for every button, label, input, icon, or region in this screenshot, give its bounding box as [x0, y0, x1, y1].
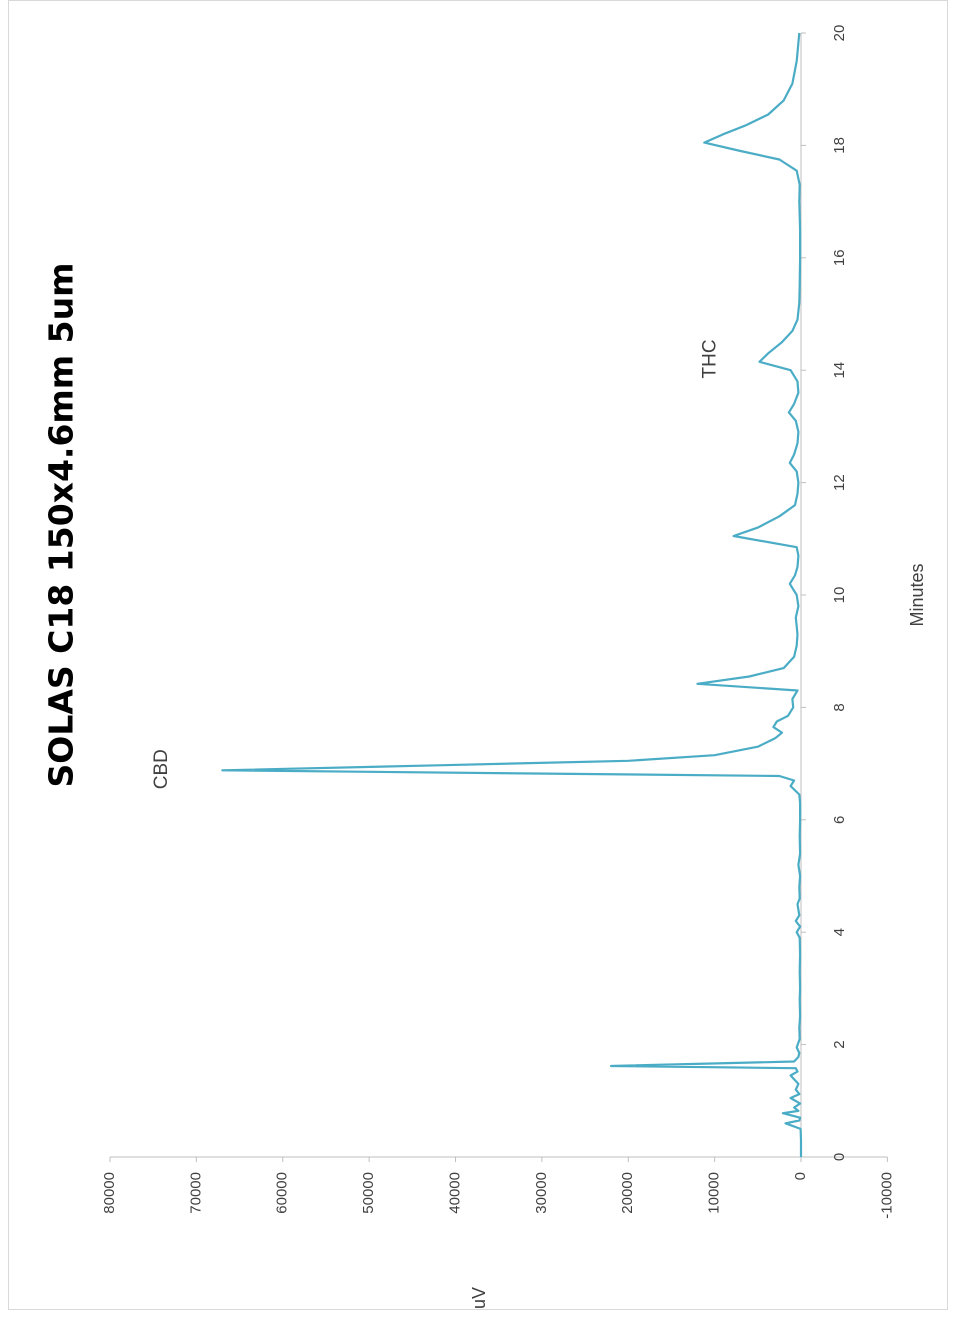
uv-tick-label: 40000	[446, 1172, 463, 1214]
peak-label-thc: THC	[699, 339, 720, 378]
minutes-tick-label: 18	[831, 137, 848, 154]
minutes-tick-label: 12	[831, 474, 848, 491]
minutes-tick-label: 14	[831, 362, 848, 379]
uv-tick-label: 30000	[533, 1172, 550, 1214]
minutes-axis-title: Minutes	[907, 563, 927, 626]
chart-title: SOLAS C18 150x4.6mm 5um	[42, 262, 81, 787]
minutes-tick-label: 6	[831, 816, 848, 824]
minutes-tick-label: 16	[831, 249, 848, 266]
uv-tick-label: 10000	[706, 1172, 723, 1214]
minutes-tick-label: 10	[831, 587, 848, 604]
minutes-tick-label: 8	[831, 703, 848, 711]
minutes-tick-label: 4	[831, 928, 848, 936]
uv-tick-label: 50000	[360, 1172, 377, 1214]
uv-tick-label: 20000	[619, 1172, 636, 1214]
minutes-tick-label: 2	[831, 1040, 848, 1048]
uv-tick-label: 0	[792, 1172, 809, 1180]
uv-tick-label: 60000	[274, 1172, 291, 1214]
chart-frame	[8, 0, 948, 1310]
uv-tick-label: 80000	[101, 1172, 118, 1214]
uv-tick-label: 70000	[187, 1172, 204, 1214]
series-line-0	[221, 32, 803, 1157]
peak-label-cbd: CBD	[151, 749, 172, 789]
minutes-tick-label: 0	[831, 1153, 848, 1161]
uv-axis-title: uV	[469, 1287, 489, 1309]
minutes-tick-label: 20	[831, 25, 848, 42]
uv-tick-label: -10000	[878, 1172, 895, 1219]
